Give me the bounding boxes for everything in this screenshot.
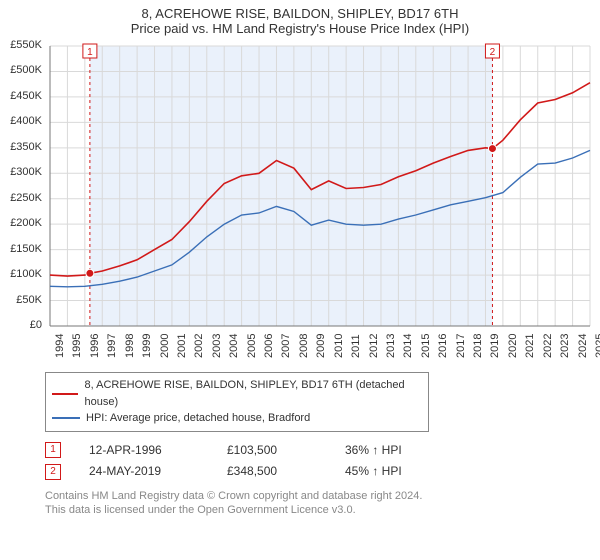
x-axis-label: 2014 xyxy=(402,334,414,358)
sale-delta: 36% ↑ HPI xyxy=(345,440,402,462)
x-axis-label: 2008 xyxy=(298,334,310,358)
sales-row: 1 12-APR-1996 £103,500 36% ↑ HPI xyxy=(45,440,600,462)
y-axis-label: £50K xyxy=(2,294,42,306)
sale-date: 12-APR-1996 xyxy=(89,440,199,462)
x-axis-label: 1997 xyxy=(106,334,118,358)
x-axis-label: 1999 xyxy=(141,334,153,358)
legend-label-hpi: HPI: Average price, detached house, Brad… xyxy=(86,410,310,427)
legend-label-price: 8, ACREHOWE RISE, BAILDON, SHIPLEY, BD17… xyxy=(84,377,422,410)
chart-titles: 8, ACREHOWE RISE, BAILDON, SHIPLEY, BD17… xyxy=(0,0,600,36)
y-axis-label: £250K xyxy=(2,192,42,204)
x-axis-label: 2001 xyxy=(176,334,188,358)
y-axis-label: £400K xyxy=(2,115,42,127)
y-axis-label: £0 xyxy=(2,319,42,331)
footer-line2: This data is licensed under the Open Gov… xyxy=(45,503,600,517)
footer-line1: Contains HM Land Registry data © Crown c… xyxy=(45,489,600,503)
x-axis-label: 2003 xyxy=(211,334,223,358)
sale-date: 24-MAY-2019 xyxy=(89,461,199,483)
x-axis-label: 2023 xyxy=(559,334,571,358)
y-axis-label: £150K xyxy=(2,243,42,255)
sales-row: 2 24-MAY-2019 £348,500 45% ↑ HPI xyxy=(45,461,600,483)
y-axis-label: £500K xyxy=(2,64,42,76)
x-axis-label: 2016 xyxy=(437,334,449,358)
x-axis-label: 2020 xyxy=(507,334,519,358)
x-axis-label: 2018 xyxy=(472,334,484,358)
sale-price: £348,500 xyxy=(227,461,317,483)
x-axis-label: 1995 xyxy=(71,334,83,358)
y-axis-label: £200K xyxy=(2,217,42,229)
x-axis-label: 2019 xyxy=(489,334,501,358)
x-axis-label: 1994 xyxy=(54,334,66,358)
y-axis-label: £300K xyxy=(2,166,42,178)
legend-swatch-price xyxy=(52,393,78,395)
y-axis-label: £100K xyxy=(2,268,42,280)
sale-price: £103,500 xyxy=(227,440,317,462)
x-axis-label: 2017 xyxy=(455,334,467,358)
footer: Contains HM Land Registry data © Crown c… xyxy=(45,489,600,518)
x-axis-label: 1998 xyxy=(124,334,136,358)
x-axis-label: 2015 xyxy=(420,334,432,358)
x-axis-label: 2021 xyxy=(524,334,536,358)
y-axis-label: £550K xyxy=(2,39,42,51)
legend-row-price: 8, ACREHOWE RISE, BAILDON, SHIPLEY, BD17… xyxy=(52,377,422,410)
title-subtitle: Price paid vs. HM Land Registry's House … xyxy=(0,21,600,36)
x-axis-label: 2009 xyxy=(315,334,327,358)
sale-marker-icon: 2 xyxy=(45,464,61,480)
sale-delta: 45% ↑ HPI xyxy=(345,461,402,483)
x-axis-label: 2002 xyxy=(193,334,205,358)
x-axis-label: 2022 xyxy=(542,334,554,358)
title-address: 8, ACREHOWE RISE, BAILDON, SHIPLEY, BD17… xyxy=(0,6,600,21)
x-axis-label: 2025 xyxy=(594,334,600,358)
x-axis-label: 2010 xyxy=(333,334,345,358)
x-axis-label: 2006 xyxy=(263,334,275,358)
x-axis-label: 1996 xyxy=(89,334,101,358)
y-axis-label: £350K xyxy=(2,141,42,153)
svg-text:1: 1 xyxy=(87,47,93,58)
x-axis-label: 2007 xyxy=(280,334,292,358)
sale-marker-icon: 1 xyxy=(45,442,61,458)
chart-area: 1 2 £0 £50K £100K £150K £200K £250K £300K £350K £4… xyxy=(0,36,600,366)
legend: 8, ACREHOWE RISE, BAILDON, SHIPLEY, BD17… xyxy=(45,372,429,432)
x-axis-label: 2013 xyxy=(385,334,397,358)
y-axis-label: £450K xyxy=(2,90,42,102)
sales-table: 1 12-APR-1996 £103,500 36% ↑ HPI 2 24-MAY-201… xyxy=(45,440,600,483)
x-axis-label: 2005 xyxy=(246,334,258,358)
svg-text:2: 2 xyxy=(490,47,496,58)
x-axis-label: 2004 xyxy=(228,334,240,358)
legend-swatch-hpi xyxy=(52,417,80,419)
x-axis-label: 2011 xyxy=(350,334,362,358)
legend-row-hpi: HPI: Average price, detached house, Brad… xyxy=(52,410,422,427)
x-axis-label: 2024 xyxy=(577,334,589,358)
x-axis-label: 2012 xyxy=(368,334,380,358)
x-axis-label: 2000 xyxy=(159,334,171,358)
